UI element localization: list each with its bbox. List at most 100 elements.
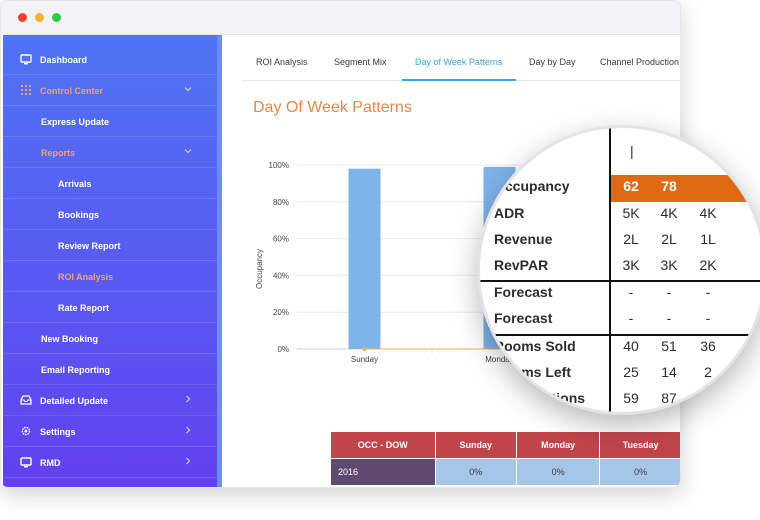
y-axis-label: Occupancy bbox=[255, 249, 264, 289]
magnifier-row-label: Occupancy bbox=[494, 178, 570, 194]
magnifier-cell: - bbox=[705, 284, 711, 300]
sidebar-item-arrivals[interactable]: Arrivals bbox=[3, 168, 217, 199]
app-window: Dashboard Control Center Express Update … bbox=[0, 0, 681, 488]
magnifier-cell: - bbox=[666, 284, 672, 300]
sidebar-item-rate-report[interactable]: Rate Report bbox=[3, 292, 217, 323]
monitor-icon bbox=[20, 54, 32, 65]
column-header: Tuesday bbox=[599, 431, 680, 459]
tab-day-by-day[interactable]: Day by Day bbox=[529, 57, 576, 67]
series-point bbox=[362, 346, 367, 352]
tab-roi-analysis[interactable]: ROI Analysis bbox=[256, 57, 308, 67]
magnifier-cell: 36 bbox=[700, 338, 716, 354]
sidebar-item-detailed-update[interactable]: Detailed Update bbox=[3, 385, 217, 416]
table-cell: 0% bbox=[434, 458, 517, 486]
magnifier-row: Rooms Sold 40 51 36 bbox=[480, 333, 760, 359]
magnifier-cell: 5K bbox=[622, 205, 640, 221]
sidebar-item-roi-analysis[interactable]: ROI Analysis bbox=[3, 261, 217, 292]
maximize-window-button[interactable] bbox=[52, 13, 61, 22]
table-row: 2016 0% 0% 0% bbox=[330, 458, 680, 486]
chevron-right-icon bbox=[186, 426, 191, 434]
magnifier-cell: - bbox=[705, 310, 711, 326]
tab-channel-production[interactable]: Channel Production bbox=[600, 57, 680, 67]
tab-segment-mix[interactable]: Segment Mix bbox=[334, 57, 387, 67]
sidebar-item-rmd[interactable]: RMD bbox=[3, 447, 217, 478]
chevron-down-icon bbox=[184, 149, 192, 154]
magnifier-cell: - bbox=[628, 310, 634, 326]
magnifier-row-label: Revenue bbox=[494, 231, 553, 247]
y-tick-label: 40% bbox=[273, 271, 289, 280]
magnifier-cell: 87 bbox=[661, 390, 677, 406]
y-tick-label: 80% bbox=[273, 198, 289, 207]
magnifier-grid: | bbox=[480, 128, 760, 412]
magnifier-cell: 40 bbox=[623, 338, 639, 354]
sidebar-item-dashboard[interactable]: Dashboard bbox=[3, 44, 217, 75]
magnifier-cell: 62 bbox=[623, 178, 639, 194]
sidebar-item-new-booking[interactable]: New Booking bbox=[3, 323, 217, 354]
sidebar-item-label: Control Center bbox=[40, 86, 103, 96]
column-header: OCC - DOW bbox=[330, 431, 436, 459]
table-cell: 0% bbox=[599, 458, 680, 486]
magnifier-cell: 4K bbox=[699, 205, 717, 221]
grid-icon bbox=[21, 85, 31, 95]
sidebar-item-label: ROI Analysis bbox=[58, 272, 114, 282]
sidebar: Dashboard Control Center Express Update … bbox=[3, 35, 217, 487]
sidebar-item-label: Express Update bbox=[41, 117, 110, 127]
magnifier-row-label: Cancellations bbox=[494, 390, 586, 406]
sidebar-item-label: Reports bbox=[41, 148, 76, 158]
magnifier-cell: 51 bbox=[661, 338, 677, 354]
sidebar-item-label: RMD bbox=[40, 458, 61, 468]
magnifier-row: ADR 5K 4K 4K bbox=[480, 200, 760, 226]
page-title: Day Of Week Patterns bbox=[253, 99, 412, 116]
magnifier-row-label: Forecast bbox=[494, 310, 553, 326]
sidebar-item-label: Settings bbox=[40, 427, 76, 437]
magnifier-row: Cancellations 59 87 bbox=[480, 385, 760, 411]
row-year: 2016 bbox=[330, 458, 436, 486]
sidebar-item-label: Email Reporting bbox=[41, 365, 111, 375]
magnifier-cell: 14 bbox=[661, 364, 677, 380]
sidebar-item-label: Detailed Update bbox=[40, 396, 109, 406]
magnifier-cell: - bbox=[628, 284, 634, 300]
title-bar bbox=[1, 1, 680, 35]
sidebar-item-control-center[interactable]: Control Center bbox=[3, 75, 217, 106]
sidebar-edge bbox=[217, 35, 222, 487]
sidebar-item-label: New Booking bbox=[41, 334, 99, 344]
x-tick-label: Monday bbox=[485, 355, 513, 364]
magnifier-row: Rooms Left 25 14 2 bbox=[480, 359, 760, 385]
magnifier-lens: | Occupancy 62 78 ADR 5K 4K 4K Revenue 2L 2L 1L Rev… bbox=[477, 125, 760, 415]
column-header: Sunday bbox=[434, 431, 517, 459]
close-window-button[interactable] bbox=[18, 13, 27, 22]
sidebar-item-bookings[interactable]: Bookings bbox=[3, 199, 217, 230]
magnifier-cell: 2K bbox=[699, 257, 717, 273]
column-header: Monday bbox=[515, 431, 601, 459]
magnifier-cell: 2 bbox=[704, 364, 712, 380]
magnifier-cell: 3K bbox=[660, 257, 678, 273]
magnifier-cell: 59 bbox=[623, 390, 639, 406]
sidebar-item-label: Arrivals bbox=[58, 179, 92, 189]
active-tab-indicator bbox=[402, 79, 516, 81]
magnifier-cell: 1L bbox=[700, 231, 716, 247]
magnifier-row-label: ADR bbox=[494, 205, 525, 221]
table-header-row: OCC - DOW Sunday Monday Tuesday bbox=[330, 431, 680, 459]
sidebar-item-label: Rate Report bbox=[58, 303, 110, 313]
magnifier-row: Forecast - - - bbox=[480, 279, 760, 305]
x-tick-label: Sunday bbox=[351, 355, 378, 364]
sidebar-item-settings[interactable]: Settings bbox=[3, 416, 217, 447]
sidebar-item-label: Bookings bbox=[58, 210, 100, 220]
magnifier-cell: 2L bbox=[661, 231, 677, 247]
inbox-icon bbox=[20, 395, 32, 405]
tab-day-of-week-patterns[interactable]: Day of Week Patterns bbox=[415, 57, 503, 67]
table-cell: 0% bbox=[515, 458, 601, 486]
monitor-icon bbox=[20, 457, 32, 468]
magnifier-row-label: Rooms Left bbox=[494, 364, 571, 380]
bar[interactable] bbox=[348, 168, 381, 349]
sidebar-item-reports[interactable]: Reports bbox=[3, 137, 217, 168]
sidebar-item-express-update[interactable]: Express Update bbox=[3, 106, 217, 137]
magnifier-cell: 3K bbox=[622, 257, 640, 273]
y-tick-label: 100% bbox=[269, 161, 289, 170]
magnifier-cell: - bbox=[666, 310, 672, 326]
minimize-window-button[interactable] bbox=[35, 13, 44, 22]
chevron-right-icon bbox=[186, 457, 191, 465]
sidebar-item-email-reporting[interactable]: Email Reporting bbox=[3, 354, 217, 385]
sidebar-item-review-report[interactable]: Review Report bbox=[3, 230, 217, 261]
magnifier-cell: 2L bbox=[623, 231, 639, 247]
